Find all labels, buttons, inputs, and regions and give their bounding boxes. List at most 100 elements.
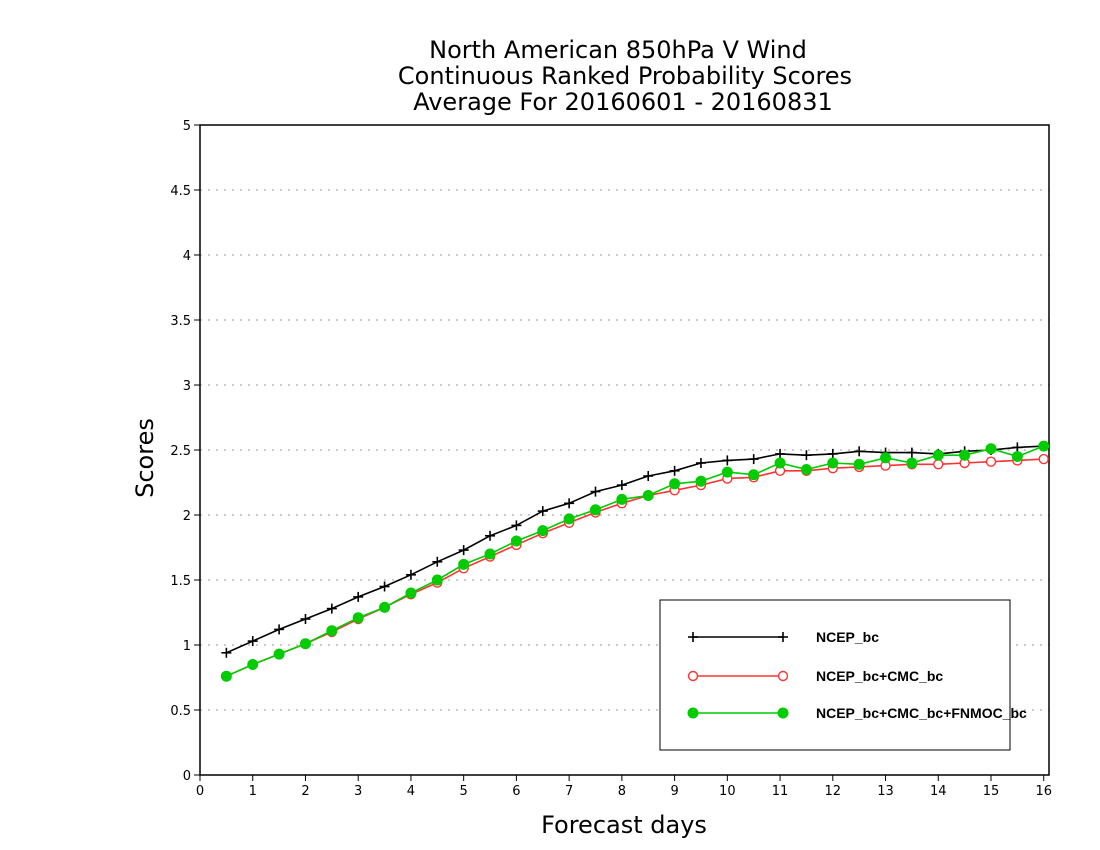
data-point xyxy=(959,449,971,461)
x-tick-label: 11 xyxy=(772,784,789,799)
title-line-3: Average For 20160601 - 20160831 xyxy=(413,88,833,116)
y-axis-label: Scores xyxy=(131,418,159,498)
data-point xyxy=(1011,451,1023,462)
data-point xyxy=(1038,453,1049,465)
y-tick-label: 5 xyxy=(183,119,191,134)
data-point xyxy=(643,471,654,481)
data-point xyxy=(537,506,548,517)
data-point xyxy=(247,636,258,647)
title-line-2: Continuous Ranked Probability Scores xyxy=(398,62,852,90)
x-axis-label: Forecast days xyxy=(541,811,707,839)
y-tick-label: 3 xyxy=(183,379,191,394)
data-point xyxy=(299,638,311,650)
legend-marker xyxy=(778,632,788,642)
y-tick-label: 4.5 xyxy=(170,184,191,199)
data-point xyxy=(510,535,522,547)
legend-marker xyxy=(687,670,699,682)
data-point xyxy=(221,647,232,658)
x-tick-label: 3 xyxy=(354,784,362,799)
data-point xyxy=(352,612,364,624)
legend: NCEP_bc NCEP_bc+CMC_bc NCEP_bc+CMC_bc+FNMO… xyxy=(659,599,1027,751)
y-tick-label: 1.5 xyxy=(170,574,191,589)
data-point xyxy=(589,504,601,516)
data-point xyxy=(511,520,522,531)
y-tick-label: 2.5 xyxy=(170,444,191,459)
data-point xyxy=(563,513,575,525)
x-tick-label: 13 xyxy=(877,784,894,799)
data-point xyxy=(801,450,812,461)
legend-marker xyxy=(687,707,699,719)
x-tick-label: 7 xyxy=(565,784,573,799)
data-point xyxy=(880,452,892,464)
data-point xyxy=(774,457,786,469)
series-0 xyxy=(221,441,1049,658)
grid xyxy=(200,124,1049,776)
series-2 xyxy=(220,440,1050,682)
legend-entries: NCEP_bc NCEP_bc+CMC_bc NCEP_bc+CMC_bc+FNMO… xyxy=(687,629,1027,721)
data-point xyxy=(484,548,496,560)
x-tick-label: 0 xyxy=(196,784,204,799)
data-point xyxy=(775,448,786,459)
data-point xyxy=(669,465,680,476)
data-point xyxy=(590,486,601,497)
data-point xyxy=(405,569,416,580)
data-point xyxy=(932,449,944,461)
data-point xyxy=(247,659,259,670)
legend-marker xyxy=(688,632,698,642)
data-point xyxy=(748,469,760,481)
data-point xyxy=(722,455,733,466)
x-tick-label: 6 xyxy=(512,784,520,799)
data-point xyxy=(642,490,654,501)
data-point xyxy=(220,670,232,682)
data-point xyxy=(933,459,944,470)
y-tick-label: 0 xyxy=(183,769,191,784)
data-point xyxy=(431,574,443,586)
y-tick-label: 4 xyxy=(183,249,191,264)
legend-label: NCEP_bc xyxy=(816,629,879,645)
data-point xyxy=(326,603,337,614)
x-tick-label: 8 xyxy=(618,784,626,799)
legend-label: NCEP_bc+CMC_bc xyxy=(816,668,943,684)
data-point xyxy=(695,475,707,487)
data-point xyxy=(721,466,733,478)
data-point xyxy=(326,625,338,637)
x-tick-label: 2 xyxy=(301,784,309,799)
data-point xyxy=(616,493,628,505)
legend-label: NCEP_bc+CMC_bc+FNMOC_bc xyxy=(816,705,1027,721)
data-point xyxy=(695,458,706,468)
data-point xyxy=(564,498,575,509)
x-tick-label: 16 xyxy=(1035,784,1052,799)
x-tick-label: 15 xyxy=(983,784,1000,799)
data-point xyxy=(616,480,627,491)
data-point xyxy=(405,587,417,599)
data-point xyxy=(353,591,364,602)
data-point xyxy=(273,648,285,660)
y-tick-label: 0.5 xyxy=(170,704,191,719)
data-point xyxy=(906,457,918,469)
data-point xyxy=(379,601,391,613)
data-point xyxy=(274,624,285,635)
chart-title: North American 850hPa V Wind Continuous … xyxy=(398,36,852,116)
y-tick-label: 1 xyxy=(183,639,191,654)
data-point xyxy=(1038,440,1050,452)
x-tick-label: 9 xyxy=(670,784,678,799)
data-point xyxy=(827,457,839,469)
x-tick-label: 5 xyxy=(460,784,468,799)
data-point xyxy=(458,558,470,570)
data-point xyxy=(485,530,496,541)
y-axis-ticks: 0 0.5 1 1.5 2 2.5 3 3.5 4 4.5 5 xyxy=(170,119,200,784)
data-point xyxy=(458,545,469,556)
data-point xyxy=(748,454,759,465)
data-point xyxy=(853,458,865,470)
data-point xyxy=(1012,442,1023,453)
data-point xyxy=(800,464,812,475)
y-tick-label: 2 xyxy=(183,509,191,524)
data-point xyxy=(854,446,865,457)
data-point xyxy=(906,447,917,458)
data-point xyxy=(379,581,390,592)
data-point xyxy=(669,478,681,490)
data-point xyxy=(985,456,997,467)
title-line-1: North American 850hPa V Wind xyxy=(429,36,807,64)
x-tick-label: 1 xyxy=(249,784,257,799)
